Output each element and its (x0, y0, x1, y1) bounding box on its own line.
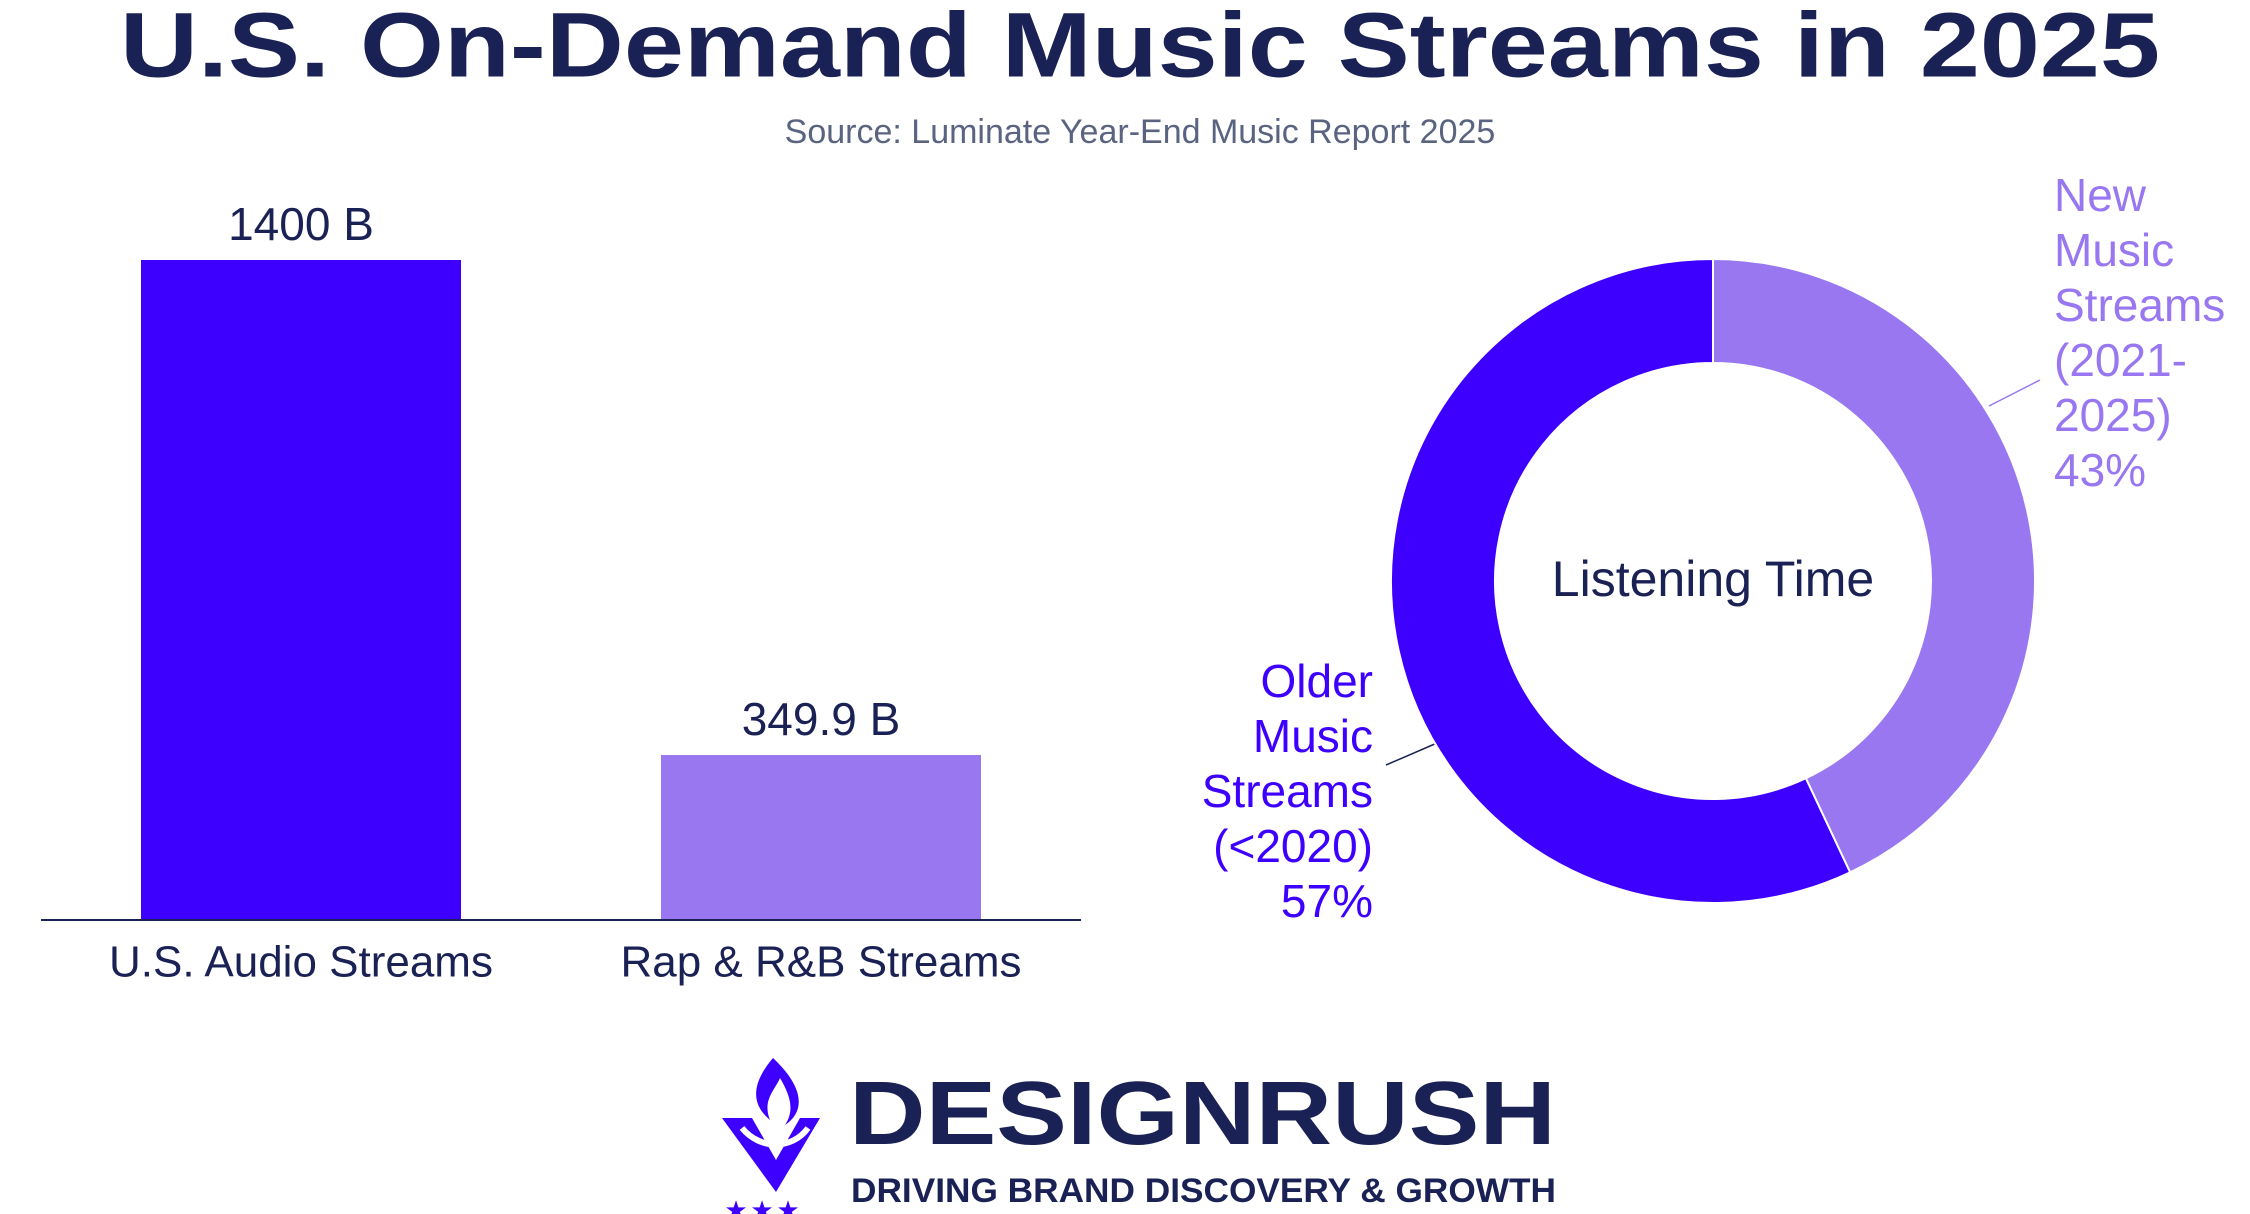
svg-text:★: ★ (776, 1195, 799, 1214)
leader-line (1385, 742, 1438, 766)
svg-text:★: ★ (724, 1195, 747, 1214)
brand-tagline: DRIVING BRAND DISCOVERY & GROWTH (851, 1172, 1556, 1210)
logo-icon: ★ ★ ★ (722, 1058, 820, 1214)
x-tick-label: U.S. Audio Streams (109, 938, 493, 987)
slice-label: New Music Streams (2021-2025) (2054, 169, 2225, 441)
value-label: 349.9 B (742, 693, 901, 745)
center-label: Listening Time (1552, 551, 1874, 607)
slice-label: Older Music Streams (<2020) (1202, 655, 1373, 872)
slice-value-label: 43% (2054, 444, 2146, 496)
x-tick-label: Rap & R&B Streams (620, 938, 1021, 987)
value-label: 1400 B (228, 198, 374, 250)
donut-slice (1390, 257, 1852, 904)
brand-name: DESIGNRUSH (849, 1064, 1556, 1164)
bar (661, 755, 981, 920)
chart-title: U.S. On-Demand Music Streams in 2025 (120, 0, 2160, 96)
chart-subtitle: Source: Luminate Year-End Music Report 2… (785, 113, 1496, 151)
svg-text:★: ★ (750, 1195, 773, 1214)
slice-value-label: 57% (1281, 875, 1373, 927)
donut-slice (1712, 257, 2036, 874)
bar (141, 260, 461, 920)
leader-line (1988, 379, 2041, 407)
